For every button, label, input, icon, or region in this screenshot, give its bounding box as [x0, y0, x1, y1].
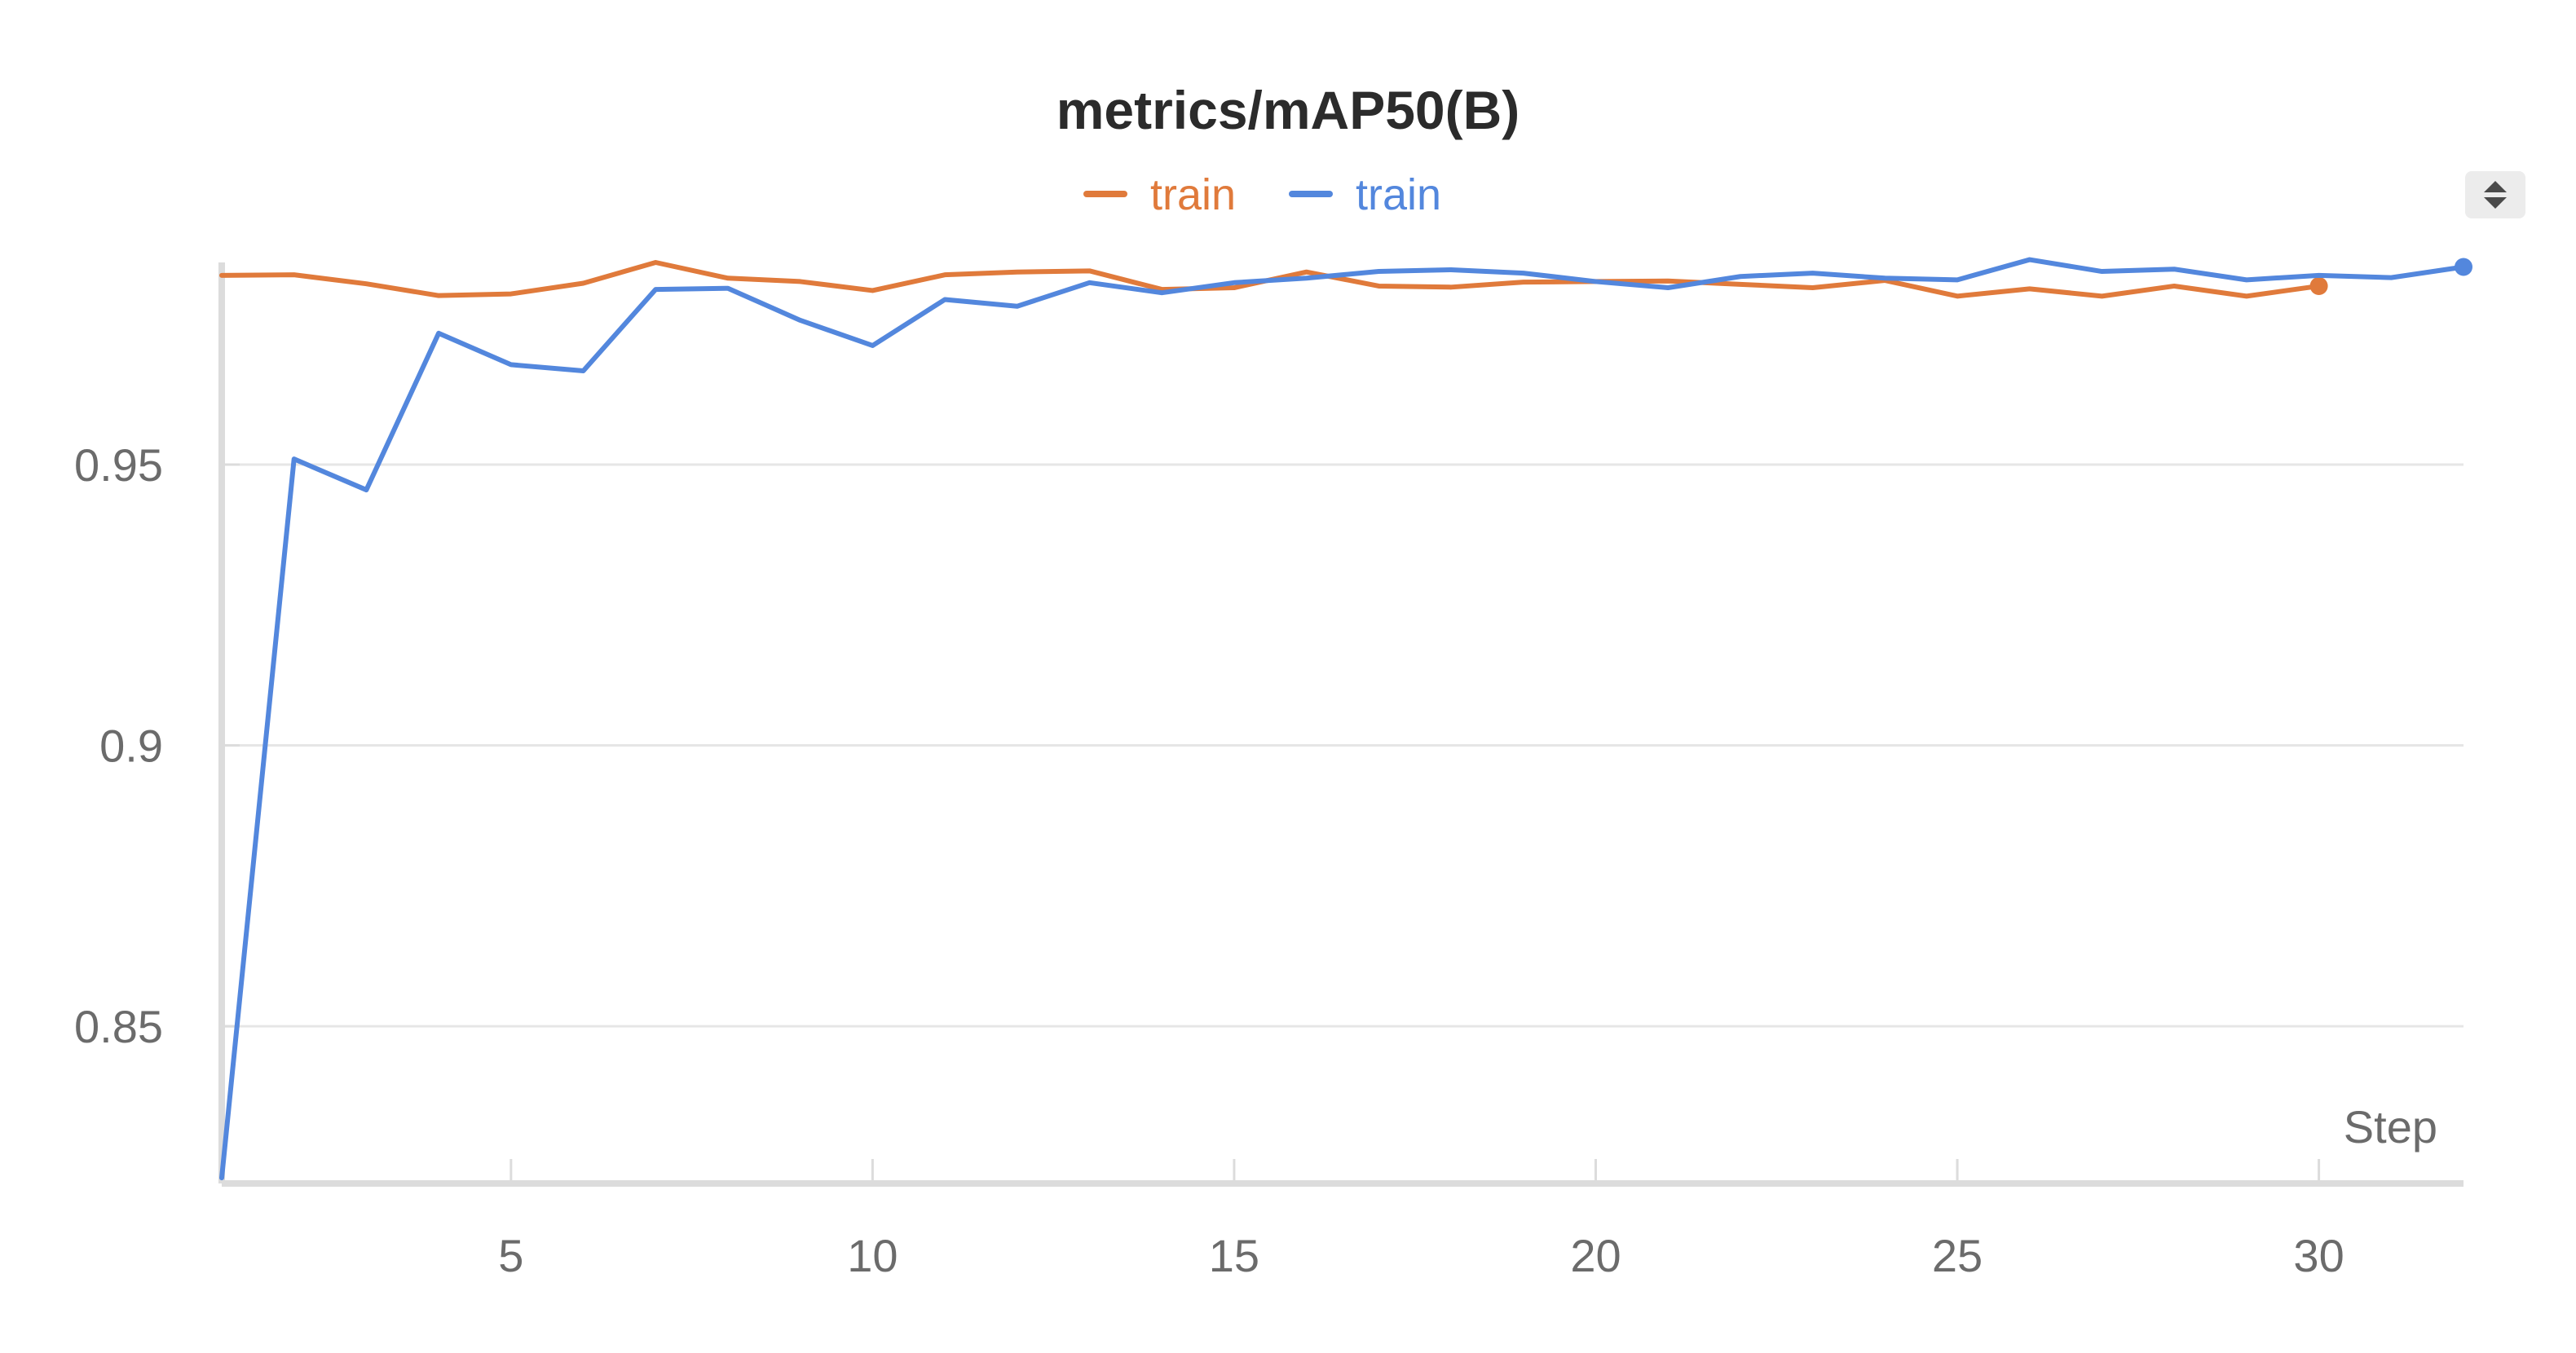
x-tick-label: 15	[1209, 1230, 1259, 1281]
x-tick-label: 5	[498, 1230, 523, 1281]
y-ticks: 0.85 0.9 0.95	[74, 439, 240, 1052]
chart-title: metrics/mAP50(B)	[1056, 80, 1520, 140]
series-line	[219, 257, 2466, 1181]
gridlines	[222, 463, 2464, 1028]
x-tick-label: 10	[847, 1230, 898, 1281]
y-tick-label: 0.9	[99, 721, 163, 772]
y-tick-label: 0.95	[74, 439, 163, 491]
y-tick-label: 0.85	[74, 1001, 163, 1052]
legend-item[interactable]: train	[1083, 170, 1236, 219]
x-ticks: 5 10 15 20 25 30	[498, 1159, 2344, 1281]
legend: train train	[1083, 170, 1441, 219]
series-endpoint	[2455, 258, 2472, 276]
axes	[218, 262, 2464, 1187]
x-axis-label: Step	[2344, 1101, 2437, 1152]
legend-label: train	[1356, 170, 1441, 219]
series-layer	[219, 257, 2472, 1181]
x-tick-label: 30	[2293, 1230, 2344, 1281]
series-endpoint	[2309, 276, 2328, 295]
sort-button[interactable]	[2465, 171, 2525, 218]
sort-up-down-icon	[2484, 181, 2507, 209]
legend-label: train	[1150, 170, 1236, 219]
x-tick-label: 20	[1570, 1230, 1621, 1281]
x-tick-label: 25	[1932, 1230, 1983, 1281]
legend-item[interactable]: train	[1289, 170, 1441, 219]
